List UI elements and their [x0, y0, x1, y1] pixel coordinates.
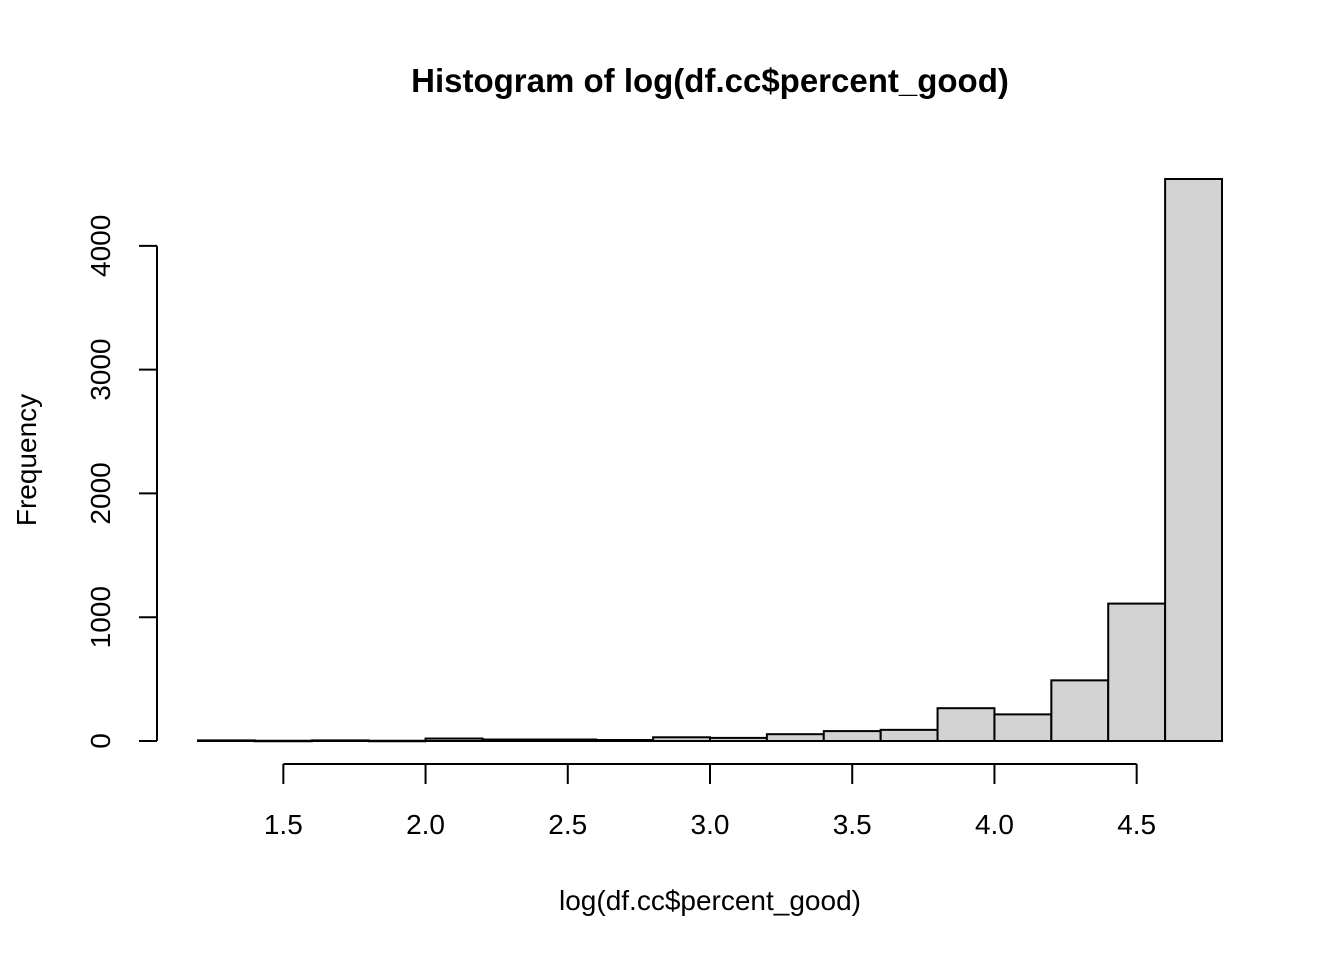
histogram-bar — [822, 730, 882, 743]
x-tick-label: 3.5 — [833, 809, 872, 840]
y-tick-label: 3000 — [85, 338, 116, 400]
x-axis-label: log(df.cc$percent_good) — [559, 885, 861, 916]
histogram-bar — [424, 737, 484, 743]
histogram-bar — [1164, 178, 1223, 742]
histogram-bar — [1107, 602, 1167, 743]
y-axis-label: Frequency — [11, 394, 42, 526]
histogram-bar — [652, 736, 711, 742]
histogram-bar — [709, 736, 768, 742]
histogram-bar — [481, 738, 541, 742]
y-axis: 0 1000 2000 3000 4000 — [85, 215, 158, 749]
histogram-bar — [538, 738, 598, 742]
y-tick-label: 2000 — [85, 462, 116, 524]
histogram-bar — [367, 739, 427, 743]
histogram-bar — [197, 739, 256, 742]
x-tick-label: 2.5 — [548, 809, 587, 840]
x-tick-label: 1.5 — [264, 809, 303, 840]
histogram-bar — [253, 739, 313, 743]
y-tick-label: 4000 — [85, 215, 116, 277]
histogram-bar — [993, 713, 1053, 742]
histogram-bar — [310, 739, 370, 742]
bars-group — [197, 178, 1223, 743]
x-tick-label: 2.0 — [406, 809, 445, 840]
histogram-bar — [765, 733, 825, 743]
y-tick-label: 0 — [85, 733, 116, 749]
x-tick-label: 4.0 — [975, 809, 1014, 840]
x-axis: 1.5 2.0 2.5 3.0 3.5 4.0 4.5 — [264, 763, 1156, 840]
histogram-bar — [936, 707, 996, 743]
histogram-bar — [1050, 679, 1110, 743]
histogram-bar — [879, 728, 939, 742]
chart-title: Histogram of log(df.cc$percent_good) — [411, 62, 1009, 99]
x-tick-label: 4.5 — [1117, 809, 1156, 840]
x-tick-label: 3.0 — [691, 809, 730, 840]
histogram-bar — [595, 739, 655, 743]
y-tick-label: 1000 — [85, 586, 116, 648]
